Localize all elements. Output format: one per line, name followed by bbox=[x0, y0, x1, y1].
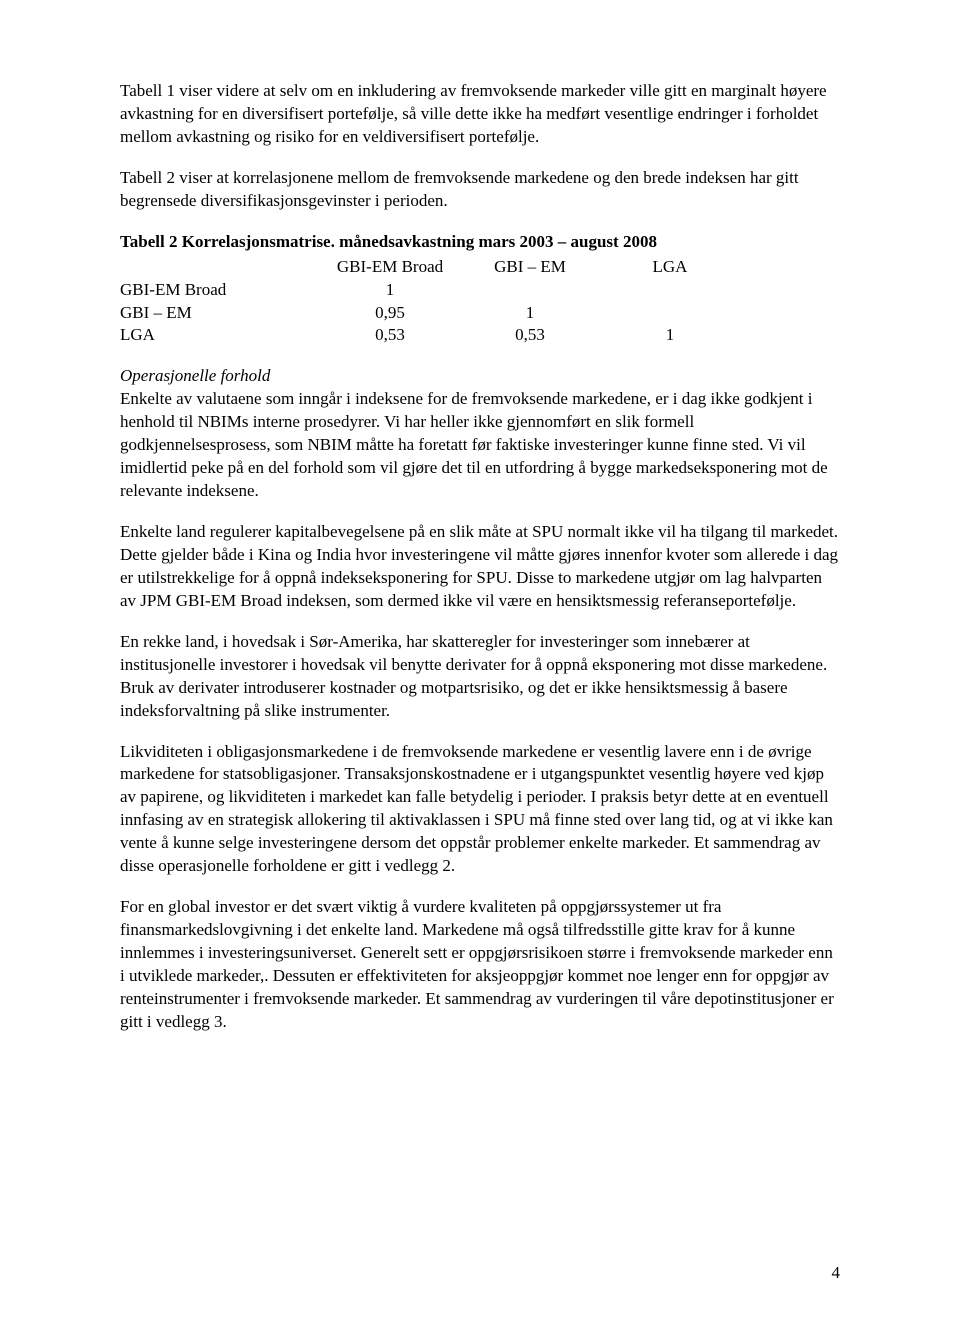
table-cell: 0,53 bbox=[320, 324, 460, 347]
paragraph-2: Tabell 2 viser at korrelasjonene mellom … bbox=[120, 167, 840, 213]
table-cell: 1 bbox=[600, 324, 740, 347]
table-row: LGA 0,53 0,53 1 bbox=[120, 324, 840, 347]
paragraph-1: Tabell 1 viser videre at selv om en inkl… bbox=[120, 80, 840, 149]
paragraph-4: Enkelte land regulerer kapitalbevegelsen… bbox=[120, 521, 840, 613]
correlation-table: GBI-EM Broad GBI – EM LGA GBI-EM Broad 1… bbox=[120, 256, 840, 348]
table-cell bbox=[600, 279, 740, 302]
table-row-label: GBI-EM Broad bbox=[120, 279, 320, 302]
document-page: Tabell 1 viser videre at selv om en inkl… bbox=[0, 0, 960, 1335]
table-header-col1: GBI-EM Broad bbox=[320, 256, 460, 279]
table-cell: 0,95 bbox=[320, 302, 460, 325]
table-2-title: Tabell 2 Korrelasjonsmatrise. månedsavka… bbox=[120, 231, 840, 254]
table-header-col3: LGA bbox=[600, 256, 740, 279]
table-header-blank bbox=[120, 256, 320, 279]
table-cell: 0,53 bbox=[460, 324, 600, 347]
table-cell bbox=[460, 279, 600, 302]
table-row-label: GBI – EM bbox=[120, 302, 320, 325]
subsection-heading: Operasjonelle forhold bbox=[120, 365, 840, 388]
table-header-row: GBI-EM Broad GBI – EM LGA bbox=[120, 256, 840, 279]
paragraph-3: Enkelte av valutaene som inngår i indeks… bbox=[120, 388, 840, 503]
table-cell: 1 bbox=[460, 302, 600, 325]
page-number: 4 bbox=[832, 1262, 841, 1285]
table-row: GBI – EM 0,95 1 bbox=[120, 302, 840, 325]
table-cell bbox=[600, 302, 740, 325]
table-cell: 1 bbox=[320, 279, 460, 302]
table-row-label: LGA bbox=[120, 324, 320, 347]
paragraph-5: En rekke land, i hovedsak i Sør-Amerika,… bbox=[120, 631, 840, 723]
paragraph-7: For en global investor er det svært vikt… bbox=[120, 896, 840, 1034]
paragraph-6: Likviditeten i obligasjonsmarkedene i de… bbox=[120, 741, 840, 879]
table-row: GBI-EM Broad 1 bbox=[120, 279, 840, 302]
table-header-col2: GBI – EM bbox=[460, 256, 600, 279]
